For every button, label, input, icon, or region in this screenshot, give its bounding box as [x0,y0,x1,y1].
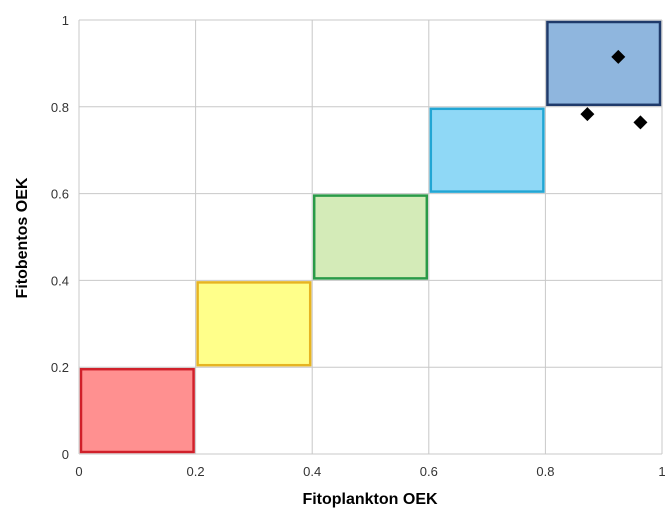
y-tick-label: 0.2 [51,360,69,375]
class-box-1 [79,367,195,454]
class-box-3 [312,194,429,280]
x-tick-label: 0.4 [303,464,321,479]
y-axis-label: Fitobentos OEK [14,177,31,298]
class-box-4 [429,107,545,193]
class-boxes [79,20,662,454]
y-tick-label: 0.6 [51,187,69,202]
x-tick-label: 0.6 [420,464,438,479]
class-box-5 [546,20,662,107]
x-tick-label: 1 [658,464,665,479]
x-axis-label: Fitoplankton OEK [302,491,438,508]
class-box-2 [196,281,312,367]
y-tick-label: 0 [62,447,69,462]
data-point-3 [633,115,648,130]
x-tick-labels: 0 0.2 0.4 0.6 0.8 1 [75,464,665,479]
grid-lines [78,19,663,455]
x-tick-label: 0 [75,464,82,479]
data-points [580,49,648,130]
y-tick-label: 0.4 [51,273,69,288]
x-tick-label: 0.8 [536,464,554,479]
data-point-2 [580,107,595,122]
data-point-1 [611,49,626,64]
x-tick-label: 0.2 [187,464,205,479]
y-tick-label: 1 [62,13,69,28]
y-tick-label: 0.8 [51,100,69,115]
y-tick-labels: 0 0.2 0.4 0.6 0.8 1 [51,13,69,462]
